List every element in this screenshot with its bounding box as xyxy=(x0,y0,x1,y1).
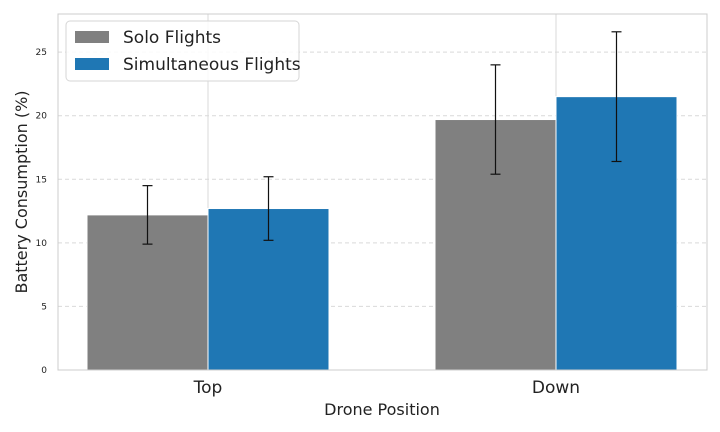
y-tick-label: 0 xyxy=(41,366,47,376)
y-tick-label: 10 xyxy=(36,239,48,249)
bars xyxy=(86,96,678,371)
legend-label-simultaneous: Simultaneous Flights xyxy=(123,55,301,75)
x-tick-label: Down xyxy=(532,378,580,398)
y-tick-labels: 0 5 10 15 20 25 xyxy=(36,48,48,376)
y-tick-label: 5 xyxy=(41,302,47,312)
legend: Solo Flights Simultaneous Flights xyxy=(65,20,301,82)
legend-label-solo: Solo Flights xyxy=(123,28,221,48)
y-tick-label: 15 xyxy=(36,175,47,185)
x-axis-title: Drone Position xyxy=(324,400,440,419)
y-tick-label: 25 xyxy=(36,48,47,58)
y-axis-title: Battery Consumption (%) xyxy=(12,90,31,293)
legend-swatch-solo xyxy=(75,31,109,43)
legend-box xyxy=(65,20,300,82)
legend-swatch-simultaneous xyxy=(75,58,109,70)
x-tick-labels: Top Down xyxy=(193,378,580,398)
y-tick-label: 20 xyxy=(36,112,48,122)
plot-frame xyxy=(57,13,708,371)
x-tick-label: Top xyxy=(193,378,223,398)
error-bars xyxy=(142,31,622,245)
